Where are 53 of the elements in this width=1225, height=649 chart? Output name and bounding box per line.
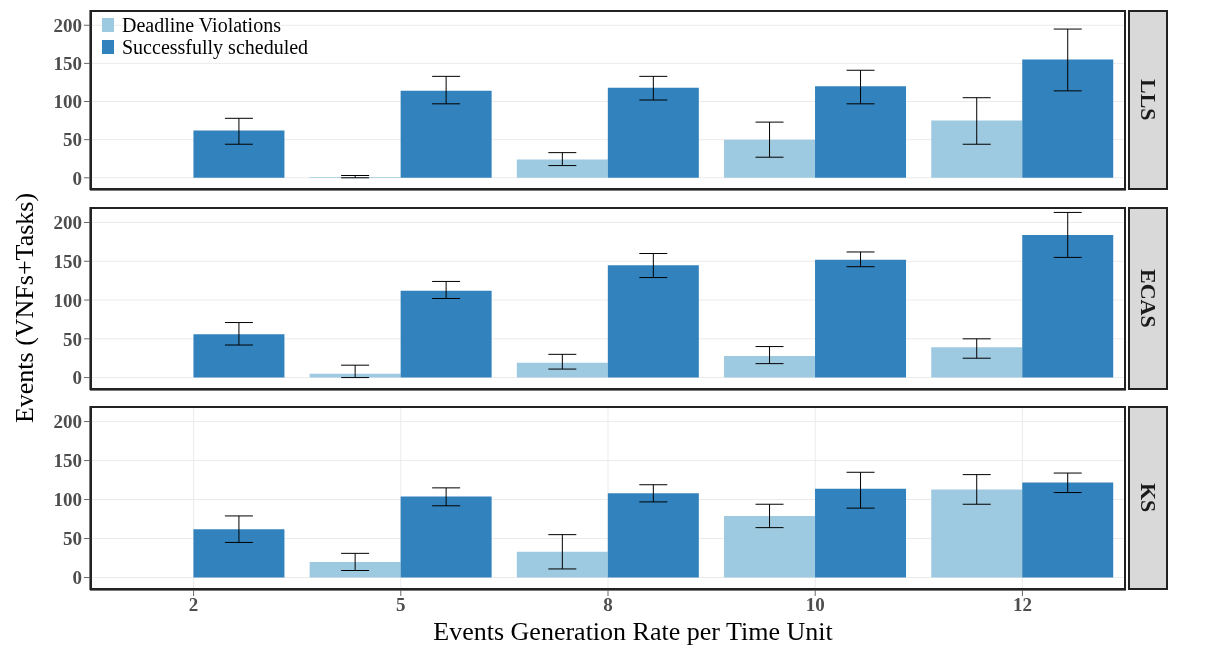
y-tick-label: 200 bbox=[53, 411, 82, 433]
y-tick-label: 150 bbox=[53, 53, 82, 75]
bar bbox=[1022, 482, 1114, 578]
y-axis-title: Events (VNFs+Tasks) bbox=[10, 192, 40, 424]
bar bbox=[400, 290, 492, 378]
x-axis-title: Events Generation Rate per Time Unit bbox=[432, 617, 834, 646]
bar bbox=[193, 529, 285, 578]
y-tick-label: 100 bbox=[53, 289, 82, 311]
bar bbox=[400, 496, 492, 578]
bar bbox=[815, 259, 907, 378]
bar bbox=[931, 120, 1023, 178]
y-tick-label: 100 bbox=[53, 489, 82, 511]
bar bbox=[815, 488, 907, 578]
bar bbox=[607, 493, 699, 578]
text: ECAS bbox=[1135, 269, 1161, 328]
x-tick-label: 10 bbox=[805, 594, 825, 616]
y-tick-label: 200 bbox=[53, 212, 82, 234]
legend-label: Successfully scheduled bbox=[122, 36, 309, 58]
x-tick-label: 5 bbox=[396, 594, 406, 616]
x-tick-label: 2 bbox=[188, 594, 199, 616]
y-tick-label: 50 bbox=[63, 328, 82, 350]
bar bbox=[724, 515, 816, 578]
y-tick-label: 0 bbox=[72, 167, 82, 189]
y-tick-label: 100 bbox=[53, 91, 82, 113]
bar bbox=[193, 130, 285, 178]
bar bbox=[309, 561, 401, 578]
y-tick-label: 150 bbox=[53, 251, 82, 273]
y-tick-label: 200 bbox=[53, 15, 82, 36]
bar bbox=[309, 373, 401, 378]
bar bbox=[1022, 59, 1114, 178]
bar bbox=[1022, 234, 1114, 378]
bar bbox=[516, 551, 608, 578]
bar bbox=[193, 334, 285, 378]
text: LLS bbox=[1135, 79, 1161, 121]
y-tick-label: 50 bbox=[63, 129, 82, 151]
text: KS bbox=[1135, 483, 1161, 513]
legend-label: Deadline Violations bbox=[122, 14, 281, 36]
bar bbox=[607, 265, 699, 378]
bar bbox=[931, 347, 1023, 378]
bar bbox=[724, 355, 816, 378]
y-tick-label: 0 bbox=[72, 367, 82, 389]
bar bbox=[815, 86, 907, 178]
bar bbox=[516, 159, 608, 178]
bar bbox=[516, 362, 608, 378]
x-tick-label: 8 bbox=[603, 594, 613, 616]
bar bbox=[931, 489, 1023, 578]
y-tick-label: 50 bbox=[63, 528, 82, 550]
y-tick-label: 150 bbox=[53, 450, 82, 472]
bar bbox=[724, 139, 816, 178]
bar bbox=[607, 87, 699, 178]
bar bbox=[400, 90, 492, 178]
y-tick-label: 0 bbox=[72, 567, 82, 589]
x-tick-label: 12 bbox=[1012, 594, 1032, 616]
